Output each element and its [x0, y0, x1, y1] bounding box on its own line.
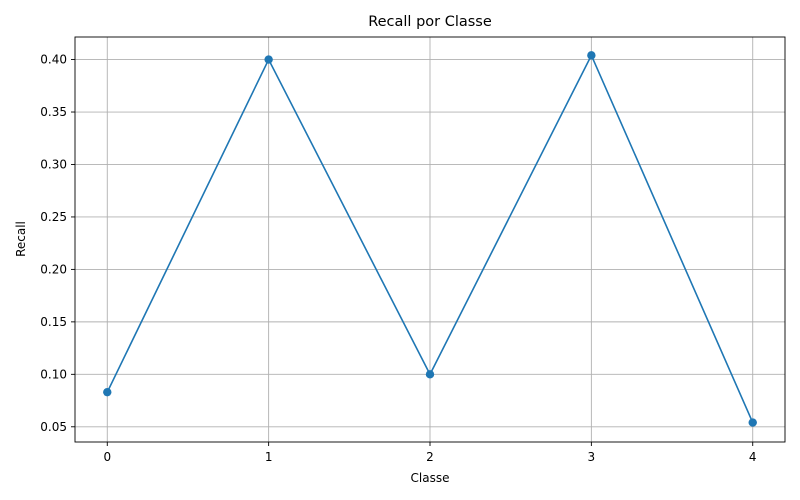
data-point-4 [748, 418, 757, 427]
x-axis-label: Classe [411, 471, 450, 485]
x-tick-label-1: 1 [265, 450, 273, 464]
chart-title: Recall por Classe [368, 14, 492, 30]
x-tick-label-4: 4 [749, 450, 757, 464]
data-point-0 [103, 387, 112, 397]
y-axis-ticks: 0.05 0.10 0.15 0.20 0.25 0.30 0.35 0.40 [40, 53, 75, 434]
series-layer [103, 51, 757, 427]
y-tick-label-4: 0.25 [40, 210, 67, 224]
x-axis-ticks: 0 1 2 3 4 [103, 442, 757, 464]
y-tick-label-1: 0.10 [40, 367, 67, 381]
y-tick-label-3: 0.20 [40, 262, 67, 276]
x-tick-label-0: 0 [103, 450, 111, 464]
x-tick-label-2: 2 [426, 450, 434, 464]
y-axis-label: Recall [14, 221, 28, 257]
y-tick-label-7: 0.40 [40, 53, 67, 67]
x-tick-label-3: 3 [588, 450, 596, 464]
y-tick-label-0: 0.05 [40, 420, 67, 434]
data-point-1 [264, 55, 273, 64]
grid [75, 37, 785, 442]
data-point-3 [587, 51, 596, 60]
y-tick-label-2: 0.15 [40, 315, 67, 329]
data-point-2 [425, 370, 435, 379]
y-tick-label-5: 0.30 [40, 157, 67, 171]
y-tick-label-6: 0.35 [40, 105, 67, 119]
